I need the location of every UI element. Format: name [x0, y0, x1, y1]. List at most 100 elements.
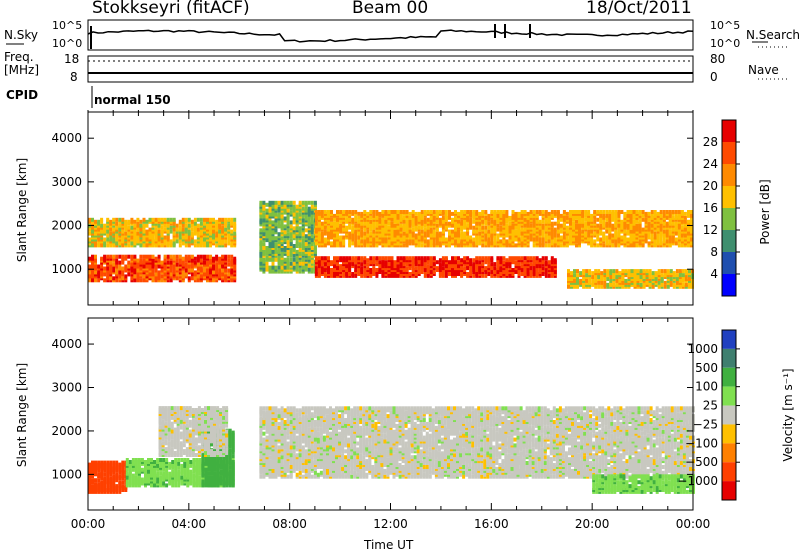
- heatmap-cell: [678, 269, 682, 274]
- heatmap-cell: [638, 239, 642, 244]
- heatmap-cell: [166, 260, 170, 265]
- heatmap-cell: [203, 260, 206, 265]
- heatmap-cell: [487, 239, 491, 244]
- heatmap-cell: [585, 273, 589, 278]
- heatmap-cell: [301, 257, 305, 262]
- heatmap-cell: [624, 269, 628, 274]
- heatmap-cell: [511, 272, 515, 276]
- heatmap-cell: [118, 462, 122, 467]
- heatmap-cell: [184, 254, 188, 259]
- heatmap-cell: [499, 266, 503, 271]
- velocity-heatmap: [88, 406, 695, 494]
- heatmap-cell: [160, 260, 164, 265]
- heatmap-cell: [408, 239, 412, 244]
- heatmap-cell: [103, 460, 107, 465]
- heatmap-cell: [268, 212, 272, 217]
- heatmap-cell: [675, 273, 679, 278]
- heatmap-cell: [514, 243, 518, 248]
- heatmap-cell: [174, 483, 178, 488]
- heatmap-cell: [435, 266, 439, 271]
- cpid-label: CPID: [6, 88, 39, 102]
- heatmap-cell: [151, 264, 155, 269]
- heatmap-cell: [569, 237, 572, 242]
- heatmap-cell: [478, 231, 482, 236]
- heatmap-cell: [160, 225, 164, 230]
- heatmap-cell: [399, 223, 403, 228]
- heatmap-cell: [490, 262, 494, 267]
- heatmap-cell: [575, 237, 578, 242]
- heatmap-cell: [354, 223, 358, 228]
- heatmap-cell: [345, 225, 349, 230]
- heatmap-cell: [348, 235, 352, 240]
- heatmap-cell: [369, 268, 373, 272]
- heatmap-cell: [426, 264, 430, 269]
- heatmap-cell: [333, 213, 336, 218]
- heatmap-cell: [441, 270, 445, 274]
- heatmap-cell: [218, 229, 222, 234]
- heatmap-cell: [423, 217, 427, 222]
- heatmap-cell: [553, 233, 557, 238]
- heatmap-cell: [298, 226, 302, 231]
- heatmap-cell: [662, 229, 666, 234]
- noise-sky-line: [87, 29, 694, 43]
- heatmap-cell: [478, 227, 482, 232]
- heatmap-cell: [333, 264, 336, 269]
- heatmap-cell: [505, 213, 509, 218]
- heatmap-cell: [375, 262, 379, 267]
- heatmap-cell: [454, 233, 457, 238]
- heatmap-cell: [493, 210, 497, 214]
- heatmap-cell: [662, 213, 666, 218]
- heatmap-cell: [487, 221, 491, 226]
- heatmap-cell: [432, 256, 436, 261]
- heatmap-cell: [677, 243, 681, 248]
- heatmap-cell: [517, 211, 521, 216]
- heatmap-cell: [97, 472, 101, 477]
- heatmap-cell: [573, 269, 576, 274]
- heatmap-cell: [478, 260, 482, 265]
- heatmap-cell: [438, 231, 442, 236]
- heatmap-cell: [411, 270, 415, 274]
- heatmap-cell: [339, 235, 343, 240]
- heatmap-cell: [262, 200, 266, 205]
- heatmap-cell: [97, 270, 101, 275]
- heatmap-cell: [233, 217, 237, 222]
- heatmap-cell: [292, 257, 296, 262]
- heatmap-cell: [97, 264, 101, 269]
- heatmap-cell: [538, 270, 542, 274]
- heatmap-cell: [103, 266, 107, 271]
- heatmap-cell: [190, 231, 194, 236]
- heatmap-cell: [448, 221, 451, 226]
- heatmap-cell: [177, 483, 181, 488]
- heatmap-cell: [157, 258, 161, 263]
- heatmap-cell: [642, 282, 646, 287]
- heatmap-cell: [393, 229, 397, 234]
- heatmap-cell: [602, 231, 606, 236]
- heatmap-cell: [405, 219, 409, 224]
- heatmap-cell: [378, 260, 382, 265]
- heatmap-cell: [189, 469, 193, 474]
- heatmap-cell: [184, 262, 188, 267]
- heatmap-cell: [469, 217, 473, 222]
- heatmap-cell: [289, 238, 293, 243]
- heatmap-cell: [289, 257, 293, 262]
- heatmap-cell: [112, 254, 116, 259]
- heatmap-cell: [323, 256, 327, 261]
- heatmap-cell: [630, 269, 634, 274]
- cpid-value: normal 150: [94, 93, 171, 107]
- heatmap-cell: [457, 256, 460, 261]
- heatmap-cell: [584, 210, 588, 214]
- heatmap-cell: [423, 227, 427, 232]
- heatmap-cell: [645, 269, 649, 274]
- heatmap-cell: [277, 232, 281, 237]
- heatmap-cell: [330, 260, 333, 265]
- heatmap-cell: [532, 268, 536, 272]
- heatmap-cell: [605, 221, 609, 226]
- heatmap-cell: [672, 271, 676, 276]
- heatmap-cell: [581, 210, 585, 214]
- heatmap-cell: [206, 254, 209, 259]
- heatmap-cell: [283, 224, 287, 229]
- heatmap-cell: [280, 200, 284, 205]
- heatmap-cell: [475, 241, 479, 246]
- heatmap-cell: [448, 229, 451, 234]
- heatmap-cell: [475, 210, 479, 214]
